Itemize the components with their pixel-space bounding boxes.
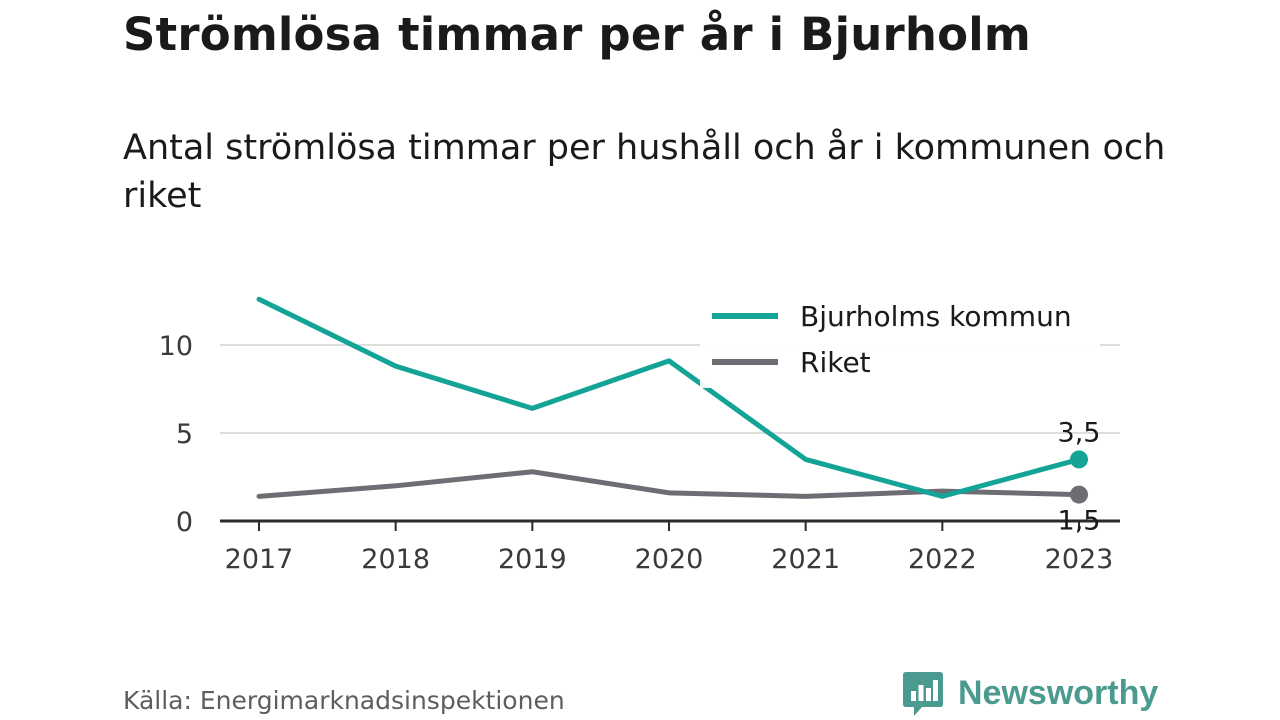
x-tick-label: 2020	[635, 544, 704, 575]
x-tick-label: 2023	[1045, 544, 1114, 575]
brand-name: Newsworthy	[958, 673, 1159, 712]
series-line-riket	[256, 469, 1082, 499]
chart-title: Strömlösa timmar per år i Bjurholm	[123, 8, 1031, 61]
legend: Bjurholms kommun Riket	[700, 288, 1100, 388]
axes: 0 5 10 2017 2018 2019 2020 2021 2022 2023	[159, 331, 1120, 575]
end-label-bjurholms-kommun: 3,5	[1058, 417, 1101, 448]
series-lines	[256, 296, 1088, 504]
legend-label: Riket	[800, 346, 871, 379]
y-tick-label: 10	[159, 331, 193, 362]
legend-background	[700, 288, 1100, 388]
y-tick-label: 5	[176, 419, 193, 450]
brand-logo: Newsworthy	[902, 668, 1158, 718]
x-tick-label: 2019	[498, 544, 567, 575]
x-tick-label: 2018	[361, 544, 430, 575]
end-point-riket	[1070, 485, 1088, 504]
legend-label: Bjurholms kommun	[800, 300, 1072, 333]
series-line-bjurholms-kommun	[256, 296, 1082, 499]
end-point-bjurholms-kommun	[1070, 450, 1088, 469]
x-tick-label: 2022	[908, 544, 977, 575]
x-tick-label: 2017	[225, 544, 294, 575]
x-tick-label: 2021	[771, 544, 840, 575]
chart-subtitle: Antal strömlösa timmar per hushåll och å…	[123, 128, 1166, 216]
end-label-riket: 1,5	[1058, 506, 1101, 537]
end-labels: 3,5 1,5	[1058, 417, 1101, 536]
newsworthy-logo-icon	[903, 672, 943, 716]
source-note: Källa: Energimarknadsinspektionen	[123, 686, 565, 715]
y-tick-label: 0	[176, 507, 193, 538]
